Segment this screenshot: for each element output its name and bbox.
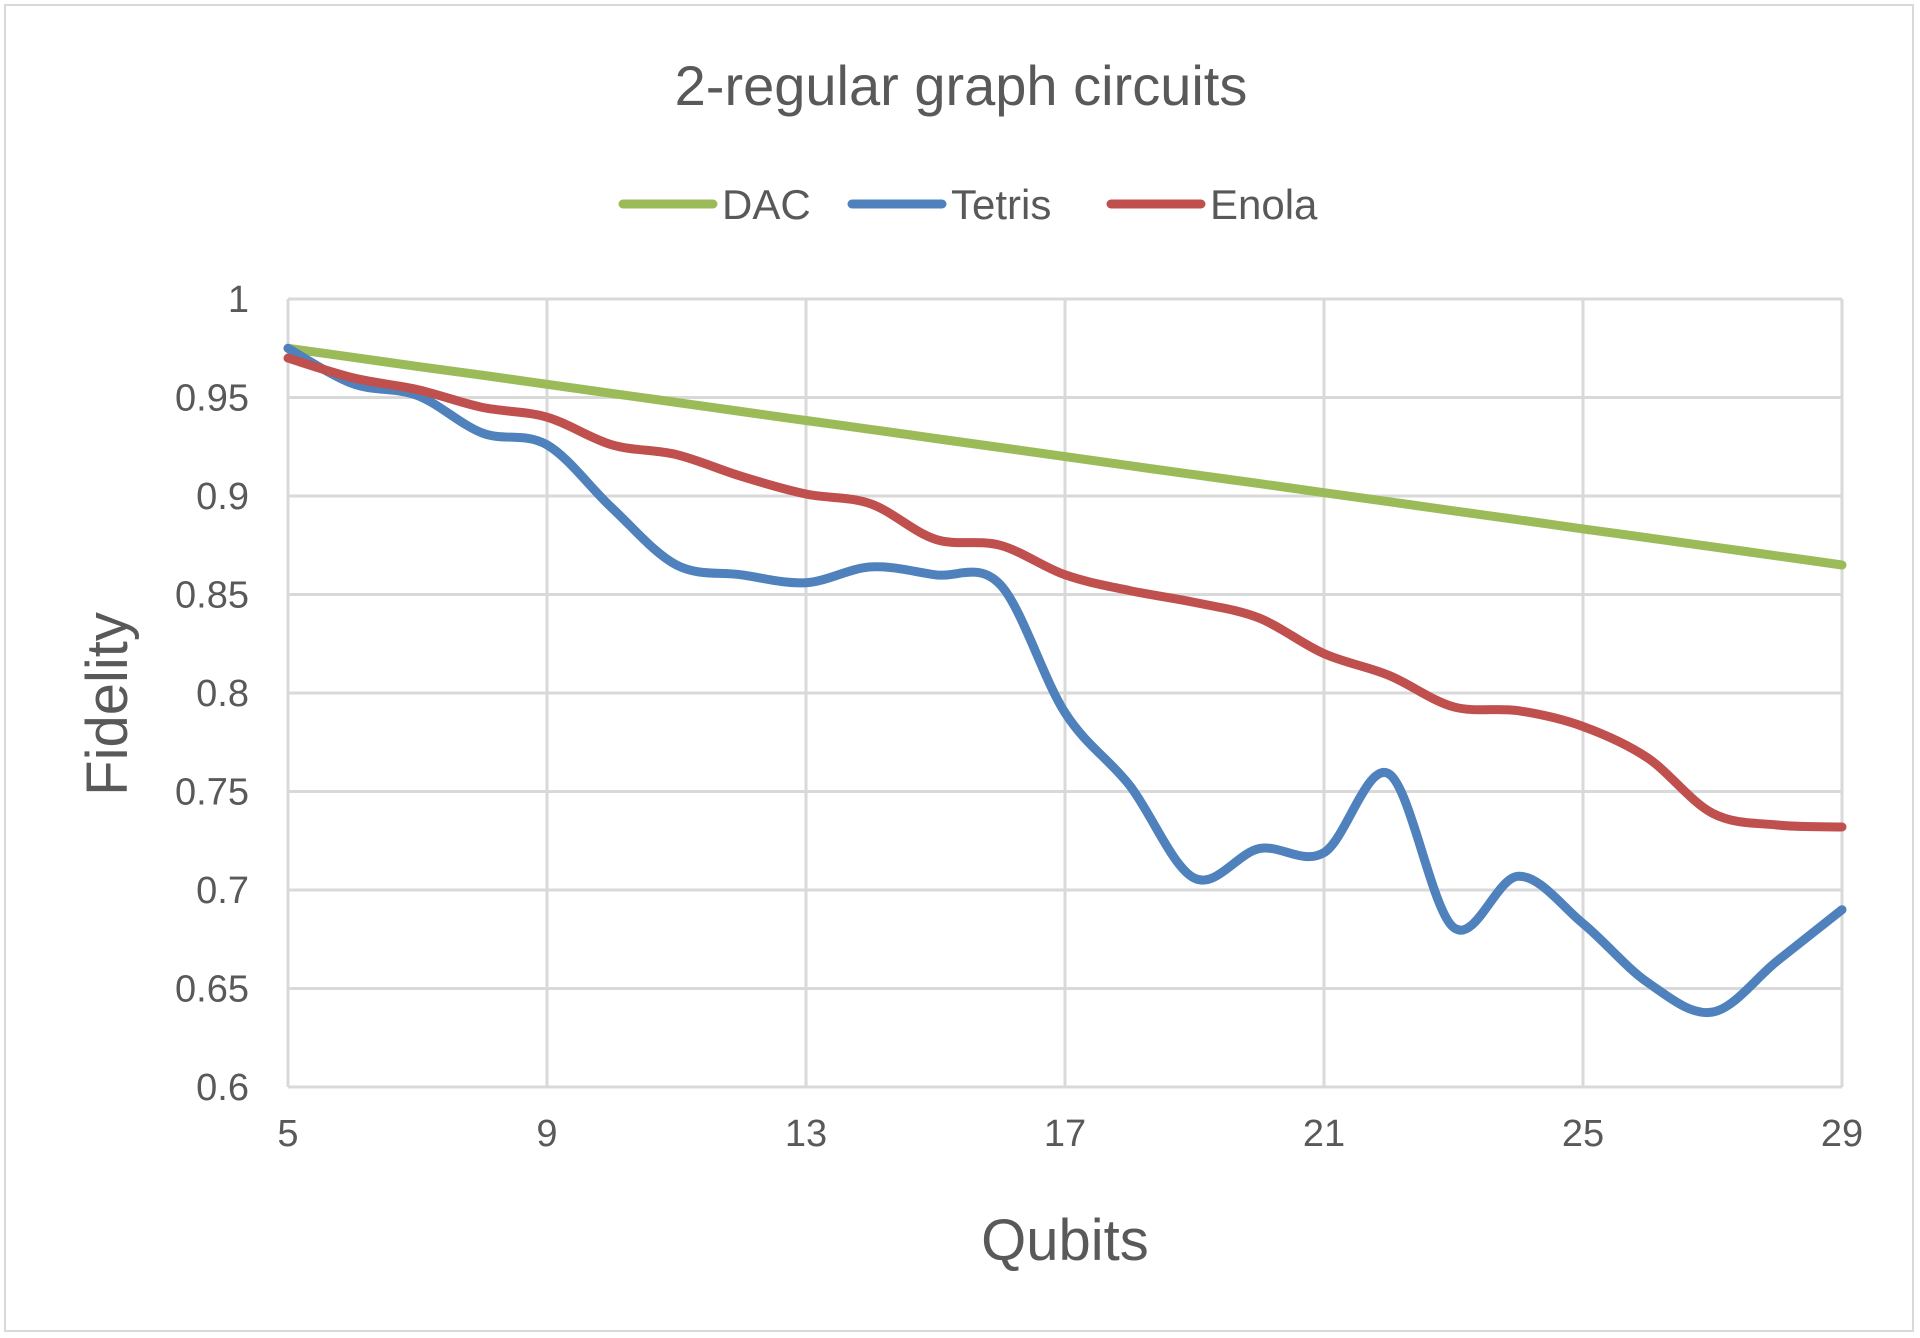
y-tick-label: 0.9 [196,476,249,518]
chart-title: 2-regular graph circuits [675,54,1248,117]
y-axis-label: Fidelity [75,612,140,796]
x-tick-label: 25 [1562,1113,1604,1155]
series-lines [283,343,1847,1018]
x-tick-label: 9 [536,1113,557,1155]
x-tick-label: 13 [785,1113,827,1155]
series-line-dac [283,343,1847,570]
y-tick-label: 1 [228,279,249,321]
y-tick-label: 0.8 [196,673,249,715]
x-tick-label: 5 [277,1113,298,1155]
legend-label: Tetris [951,181,1051,228]
series-line-tetris [283,343,1847,1018]
y-tick-label: 0.95 [175,378,249,420]
x-tick-label: 21 [1303,1113,1345,1155]
series-line-enola [283,353,1847,832]
legend-label: DAC [722,181,811,228]
line-chart: 2-regular graph circuits DAC Tetris Enola … [75,54,1863,1273]
legend-label: Enola [1210,181,1318,228]
x-axis-ticks: 5 9 13 17 21 25 29 [277,1113,1863,1155]
legend-item-tetris: Tetris [847,181,1051,228]
legend-item-dac: DAC [618,181,811,228]
legend-item-enola: Enola [1106,181,1318,228]
x-axis-label: Qubits [981,1208,1149,1273]
x-tick-label: 29 [1821,1113,1863,1155]
x-tick-label: 17 [1044,1113,1086,1155]
y-tick-label: 0.65 [175,969,249,1011]
gridlines [286,297,1844,1089]
y-tick-label: 0.7 [196,870,249,912]
y-tick-label: 0.85 [175,575,249,617]
y-tick-label: 0.6 [196,1067,249,1109]
legend: DAC Tetris Enola [618,181,1318,228]
y-axis-ticks: 0.6 0.65 0.7 0.75 0.8 0.85 0.9 0.95 1 [175,279,249,1109]
chart-frame: 2-regular graph circuits DAC Tetris Enola … [4,4,1914,1332]
y-tick-label: 0.75 [175,772,249,814]
